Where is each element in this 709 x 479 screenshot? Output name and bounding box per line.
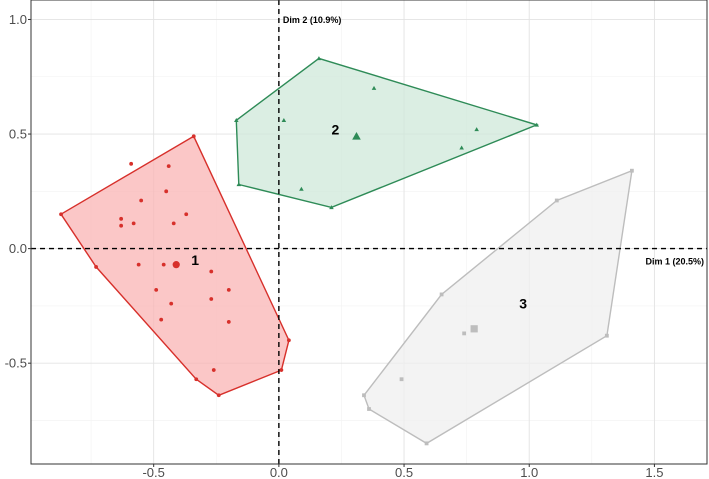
y-tick-label: -0.5 [5,356,27,371]
cluster-3-label: 3 [519,296,527,312]
cluster-1-point [226,287,231,292]
cluster-3-point [362,393,366,398]
cluster-3-point [424,441,429,446]
plot-border [30,0,708,465]
cluster-3-centroid [470,325,478,333]
cluster-2-point [281,118,287,123]
cluster-3-point [439,292,444,297]
cluster-1-point [139,198,144,203]
cluster-1-point [209,297,214,301]
x-tick-label: 1.5 [645,465,663,479]
y-tick-label: 1.0 [9,12,27,27]
cluster-2-point [299,186,304,191]
cluster-1-point [166,164,171,169]
cluster-1-point [216,393,221,398]
cluster-1-point [131,221,136,226]
cluster-3-point [554,198,559,203]
cluster-1-point [279,368,284,372]
y-tick-label: 0.0 [9,241,27,256]
cluster-1-centroid [172,261,180,269]
cluster-1-label: 1 [191,252,199,268]
reference-lines [31,0,707,464]
cluster-1-point [164,189,169,194]
cluster-1-point [226,320,231,324]
cluster-1-point [194,377,199,382]
x-tick-label: -0.5 [142,465,164,479]
x-tick-label: 0.5 [395,465,413,479]
cluster-2-hull [235,57,539,209]
x-tick-label: 1.0 [520,465,538,479]
cluster-3-point [367,407,371,411]
cluster-2-point [459,145,464,150]
cluster-centroids [172,132,478,333]
cluster-3-point [399,377,404,382]
cluster-3-hull [363,169,633,445]
cluster-2-centroid [352,132,361,140]
cluster-1-point [154,287,159,292]
cluster-3-point [462,331,467,336]
cluster-1-point [119,223,124,228]
y-axis: -0.5 0.0 0.5 1.0 [5,12,31,371]
cluster-1-point [136,262,141,267]
x-tick-label: 0.0 [270,465,288,479]
x-axis: -0.5 0.0 0.5 1.0 1.5 [142,464,663,479]
data-points [59,56,634,446]
cluster-3-point [629,168,634,173]
cluster-2-point [371,85,377,90]
cluster-1-point [169,301,174,306]
cluster-1-point [209,269,214,274]
cluster-1-point [59,212,63,217]
cluster-1-point [191,134,196,139]
cluster-labels: 1 2 3 [191,121,527,311]
cluster-1-point [171,221,176,226]
cluster-2-point [236,182,242,187]
cluster-1-point [119,216,124,221]
cluster-2-point [234,118,239,123]
cluster-1-point [129,161,134,166]
cluster-1-point [94,265,98,269]
cluster-2-point [534,122,540,127]
y-tick-label: 0.5 [9,127,27,142]
y-axis-label: Dim 2 (10.9%) [283,15,342,25]
cluster-1-point [211,368,216,372]
cluster-2-label: 2 [331,121,339,137]
cluster-2-point [329,205,334,210]
cluster-2-point [316,56,322,61]
cluster-1-point [184,212,189,217]
cluster-2-point [474,127,479,132]
cluster-3-point [604,333,609,338]
cluster-1-point [159,317,164,322]
cluster-1-point [286,338,291,343]
cluster-1-point [161,262,166,267]
x-axis-label: Dim 1 (20.5%) [645,257,704,267]
